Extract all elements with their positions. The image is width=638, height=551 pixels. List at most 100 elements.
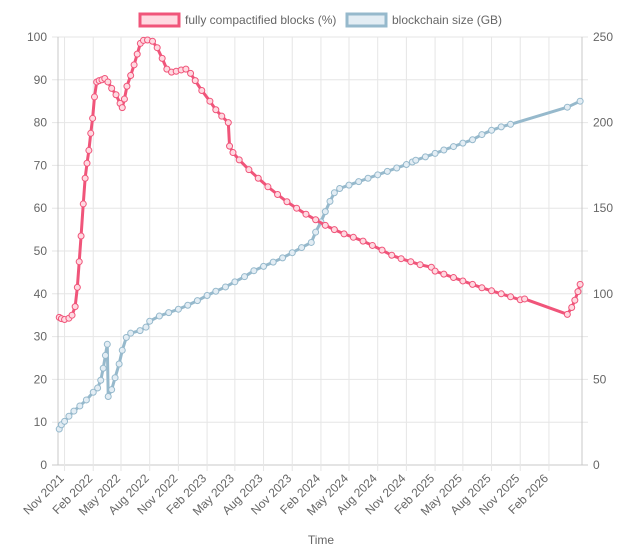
- data-point[interactable]: [103, 340, 111, 348]
- data-point[interactable]: [250, 267, 258, 275]
- data-point[interactable]: [330, 189, 338, 197]
- data-point[interactable]: [87, 129, 95, 137]
- data-point[interactable]: [158, 54, 166, 62]
- data-point[interactable]: [478, 131, 486, 139]
- data-point[interactable]: [229, 149, 237, 157]
- legend-item-compactified[interactable]: fully compactified blocks (%): [138, 12, 336, 28]
- data-point[interactable]: [108, 386, 116, 394]
- data-point[interactable]: [388, 251, 396, 259]
- data-point[interactable]: [269, 258, 277, 266]
- data-point[interactable]: [120, 95, 128, 103]
- data-point[interactable]: [218, 112, 226, 120]
- data-point[interactable]: [264, 183, 272, 191]
- data-point[interactable]: [221, 283, 229, 291]
- data-point[interactable]: [288, 249, 296, 257]
- data-point[interactable]: [61, 417, 69, 425]
- data-point[interactable]: [149, 37, 157, 45]
- data-point[interactable]: [521, 295, 529, 303]
- data-point[interactable]: [198, 87, 206, 94]
- data-point[interactable]: [83, 159, 91, 167]
- data-point[interactable]: [497, 123, 505, 131]
- data-point[interactable]: [90, 93, 98, 101]
- data-point[interactable]: [136, 327, 144, 335]
- data-point[interactable]: [421, 153, 429, 161]
- data-point[interactable]: [89, 388, 97, 396]
- data-point[interactable]: [153, 44, 161, 52]
- data-point[interactable]: [378, 246, 386, 254]
- data-point[interactable]: [65, 412, 73, 420]
- data-point[interactable]: [355, 178, 363, 186]
- data-point[interactable]: [302, 210, 310, 218]
- data-point[interactable]: [224, 119, 232, 127]
- data-point[interactable]: [459, 139, 467, 147]
- data-point[interactable]: [326, 197, 334, 205]
- data-point[interactable]: [507, 293, 515, 301]
- data-point[interactable]: [563, 310, 571, 318]
- data-point[interactable]: [254, 174, 262, 182]
- data-point[interactable]: [416, 261, 424, 269]
- data-point[interactable]: [191, 77, 199, 85]
- data-point[interactable]: [155, 312, 163, 320]
- data-point[interactable]: [440, 270, 448, 278]
- data-point[interactable]: [383, 167, 391, 175]
- data-point[interactable]: [115, 360, 123, 368]
- data-point[interactable]: [349, 233, 357, 241]
- data-point[interactable]: [450, 143, 457, 151]
- data-point[interactable]: [111, 374, 119, 382]
- data-point[interactable]: [97, 376, 105, 384]
- data-point[interactable]: [118, 104, 126, 112]
- data-point[interactable]: [108, 84, 116, 92]
- legend[interactable]: fully compactified blocks (%) blockchain…: [138, 12, 502, 28]
- data-point[interactable]: [165, 309, 173, 317]
- data-point[interactable]: [364, 174, 372, 182]
- data-point[interactable]: [184, 301, 192, 309]
- data-point[interactable]: [193, 297, 201, 305]
- data-point[interactable]: [431, 267, 439, 275]
- data-point[interactable]: [85, 146, 93, 154]
- data-point[interactable]: [469, 280, 477, 288]
- data-point[interactable]: [345, 181, 353, 189]
- data-point[interactable]: [206, 97, 214, 105]
- data-point[interactable]: [101, 351, 109, 359]
- data-point[interactable]: [226, 142, 234, 150]
- data-point[interactable]: [212, 106, 220, 114]
- data-point[interactable]: [68, 311, 76, 319]
- data-point[interactable]: [241, 273, 249, 281]
- data-point[interactable]: [431, 149, 439, 157]
- data-point[interactable]: [70, 407, 78, 415]
- data-point[interactable]: [79, 200, 87, 208]
- data-point[interactable]: [235, 156, 243, 164]
- data-point[interactable]: [182, 65, 190, 73]
- data-point[interactable]: [336, 185, 344, 193]
- legend-item-blockchain-size[interactable]: blockchain size (GB): [345, 12, 502, 28]
- data-point[interactable]: [274, 191, 282, 198]
- data-point[interactable]: [298, 244, 306, 252]
- data-point[interactable]: [488, 287, 496, 295]
- data-point[interactable]: [571, 296, 579, 304]
- data-point[interactable]: [118, 346, 126, 354]
- data-point[interactable]: [146, 317, 154, 325]
- data-point[interactable]: [574, 288, 582, 296]
- data-point[interactable]: [127, 329, 135, 337]
- data-point[interactable]: [563, 103, 571, 111]
- data-point[interactable]: [283, 198, 291, 206]
- data-point[interactable]: [75, 258, 83, 266]
- data-point[interactable]: [340, 230, 348, 238]
- data-point[interactable]: [488, 126, 496, 134]
- data-point[interactable]: [459, 277, 467, 285]
- data-point[interactable]: [407, 258, 415, 266]
- data-point[interactable]: [507, 120, 515, 128]
- data-point[interactable]: [260, 262, 268, 270]
- data-point[interactable]: [440, 146, 448, 154]
- data-point[interactable]: [104, 78, 112, 86]
- data-point[interactable]: [402, 161, 410, 169]
- data-point[interactable]: [368, 241, 376, 249]
- data-point[interactable]: [393, 164, 401, 172]
- data-point[interactable]: [203, 292, 211, 300]
- data-point[interactable]: [142, 323, 150, 331]
- data-point[interactable]: [127, 72, 135, 80]
- data-point[interactable]: [450, 274, 457, 282]
- data-point[interactable]: [187, 69, 195, 77]
- data-point[interactable]: [478, 284, 486, 292]
- data-point[interactable]: [104, 393, 112, 401]
